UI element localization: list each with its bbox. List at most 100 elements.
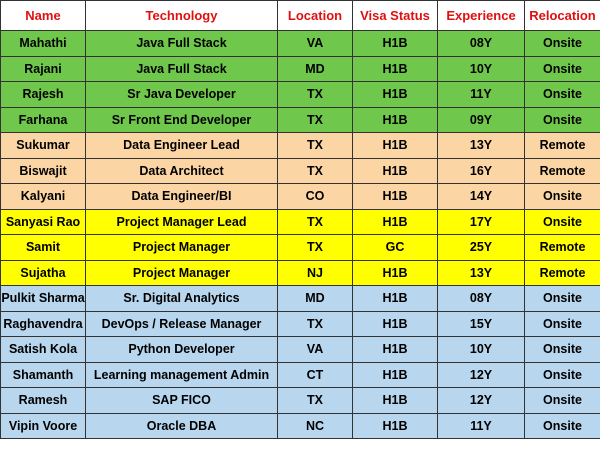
cell-text: Remote [539, 163, 586, 178]
cell: H1B [352, 208, 438, 235]
table-row: Sujatha Project Manager NJ H1B 13Y Remote [0, 259, 600, 286]
cell: H1B [352, 412, 438, 439]
cell-text: 17Y [469, 214, 493, 229]
cell-text: H1B [382, 214, 408, 229]
cell: Onsite [524, 30, 600, 57]
cell: TX [277, 310, 353, 337]
cell: NJ [277, 259, 353, 286]
cell: 12Y [437, 361, 525, 388]
table-row: Satish Kola Python Developer VA H1B 10Y Onsit… [0, 336, 600, 363]
table-row: Rajesh Sr Java Developer TX H1B 11Y Onsite [0, 81, 600, 108]
cell: TX [277, 132, 353, 159]
cell: Java Full Stack [85, 30, 278, 57]
cell-text: Project Manager [132, 240, 231, 255]
cell-text: Shamanth [12, 367, 74, 382]
cell-text: MD [305, 291, 325, 306]
cell-text: Sanyasi Rao [5, 214, 81, 229]
cell: Sanyasi Rao [0, 208, 86, 235]
cell: Onsite [524, 55, 600, 82]
cell: Data Engineer/BI [85, 183, 278, 210]
cell: 11Y [437, 412, 525, 439]
cell-text: 09Y [469, 112, 493, 127]
cell: Onsite [524, 336, 600, 363]
cell-text: Pulkit Sharma [1, 291, 85, 306]
cell-text: H1B [382, 87, 408, 102]
cell-text: H1B [382, 61, 408, 76]
cell-text: 13Y [469, 265, 493, 280]
cell: 09Y [437, 106, 525, 133]
cell-text: Data Engineer/BI [131, 189, 232, 204]
cell-text: H1B [382, 112, 408, 127]
cell-text: Java Full Stack [136, 61, 227, 76]
cell: TX [277, 208, 353, 235]
cell: H1B [352, 81, 438, 108]
cell-text: 14Y [469, 189, 493, 204]
cell-text: MD [305, 61, 325, 76]
cell-text: Mahathi [19, 36, 67, 51]
cell-text: Ramesh [18, 393, 68, 408]
cell-text: Data Engineer Lead [123, 138, 240, 153]
cell: Remote [524, 234, 600, 261]
cell-text: H1B [382, 291, 408, 306]
cell-text: TX [307, 163, 323, 178]
cell-text: DevOps / Release Manager [101, 316, 262, 331]
table-row: Farhana Sr Front End Developer TX H1B 09Y Ons… [0, 106, 600, 133]
cell: Onsite [524, 81, 600, 108]
cell: VA [277, 336, 353, 363]
cell-text: H1B [382, 316, 408, 331]
cell-text: H1B [382, 36, 408, 51]
cell: Satish Kola [0, 336, 86, 363]
cell-text: Onsite [543, 189, 582, 204]
cell-text: Kalyani [20, 189, 66, 204]
cell-text: Onsite [543, 214, 582, 229]
cell-text: Onsite [543, 393, 582, 408]
cell: GC [352, 234, 438, 261]
cell: H1B [352, 106, 438, 133]
cell: Mahathi [0, 30, 86, 57]
cell: Name [0, 0, 86, 31]
cell: H1B [352, 361, 438, 388]
cell-text: Java Full Stack [136, 36, 227, 51]
cell-text: 08Y [469, 291, 493, 306]
cell: TX [277, 106, 353, 133]
cell-text: Location [287, 8, 343, 23]
cell: VA [277, 30, 353, 57]
cell: Onsite [524, 208, 600, 235]
cell: Remote [524, 157, 600, 184]
cell-text: Project Manager Lead [116, 214, 247, 229]
cell-text: H1B [382, 393, 408, 408]
cell: Learning management Admin [85, 361, 278, 388]
cell: DevOps / Release Manager [85, 310, 278, 337]
cell: H1B [352, 30, 438, 57]
cell: Project Manager [85, 234, 278, 261]
cell-text: Onsite [543, 342, 582, 357]
cell: Relocation [524, 0, 600, 31]
cell-text: TX [307, 214, 323, 229]
cell: H1B [352, 259, 438, 286]
cell-text: 13Y [469, 138, 493, 153]
cell-text: H1B [382, 163, 408, 178]
cell: Onsite [524, 285, 600, 312]
cell-text: Onsite [543, 291, 582, 306]
cell-text: 08Y [469, 36, 493, 51]
cell-text: Onsite [543, 367, 582, 382]
cell: MD [277, 285, 353, 312]
cell-text: Visa Status [360, 8, 430, 23]
cell: H1B [352, 183, 438, 210]
cell-text: Onsite [543, 36, 582, 51]
cell-text: H1B [382, 367, 408, 382]
cell-text: Raghavendra [3, 316, 83, 331]
cell: Raghavendra [0, 310, 86, 337]
cell: TX [277, 234, 353, 261]
cell: Kalyani [0, 183, 86, 210]
cell: Pulkit Sharma [0, 285, 86, 312]
cell-text: VA [306, 36, 324, 51]
cell: 25Y [437, 234, 525, 261]
cell: TX [277, 81, 353, 108]
cell: Data Engineer Lead [85, 132, 278, 159]
table-row: Vipin Voore Oracle DBA NC H1B 11Y Onsite [0, 412, 600, 439]
cell: CT [277, 361, 353, 388]
cell-text: TX [307, 240, 323, 255]
cell: 13Y [437, 259, 525, 286]
